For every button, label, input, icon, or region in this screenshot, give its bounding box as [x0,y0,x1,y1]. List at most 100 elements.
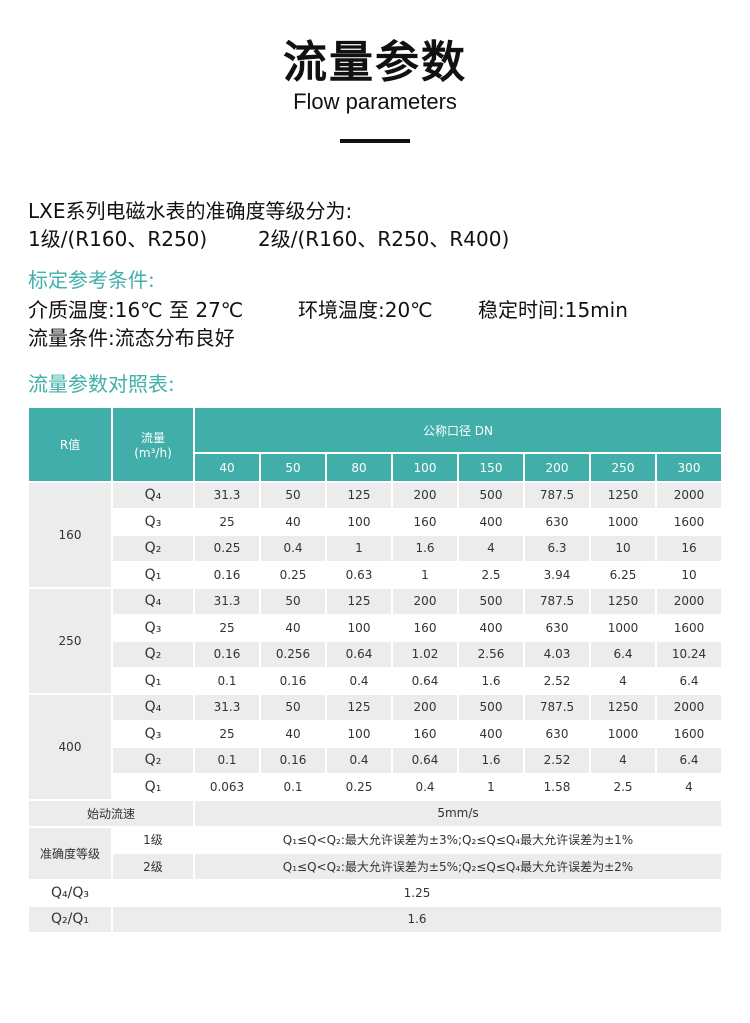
value-cell: 0.16 [261,748,325,773]
dn-150: 150 [459,454,523,481]
value-cell: 6.25 [591,562,655,587]
value-cell: 1.58 [525,774,589,799]
ratio-value: 1.6 [113,907,721,932]
value-cell: 2000 [657,483,721,508]
table-row: 160 Q₄ 31.3 50 125 200 500 787.5 1250 2000 [29,483,721,587]
value-cell: 0.25 [195,536,259,561]
ratio-row: Q₄/Q₃ 1.25 [29,880,721,905]
accuracy-grade: 2级 [113,854,193,879]
value-cell: 0.64 [393,668,457,693]
value-cell: 2000 [657,589,721,614]
value-cell: 16 [657,536,721,561]
table-row: Q₁ 0.063 0.1 0.25 0.4 1 1.58 2.5 4 [29,774,721,799]
value-cell: 0.16 [261,668,325,693]
value-cell: 787.5 [525,589,589,614]
flow-type-cell: Q₃ [113,615,193,640]
accuracy-grade: 1级 [113,827,193,852]
value-cell: 1 [393,562,457,587]
value-cell: 50 [261,695,325,720]
r-value-cell: 160 [29,483,111,587]
page-subtitle: Flow parameters [293,89,457,114]
value-cell: 50 [261,483,325,508]
flow-type-cell: Q₂ [113,642,193,667]
value-cell: 1000 [591,615,655,640]
table-row: Q₁ 0.1 0.16 0.4 0.64 1.6 2.52 4 6.4 [29,668,721,693]
value-cell: 1 [459,774,523,799]
value-cell: 1250 [591,589,655,614]
flow-type-cell: Q₁ [113,668,193,693]
dn-40: 40 [195,454,259,481]
dn-250: 250 [591,454,655,481]
value-cell: 1600 [657,615,721,640]
accuracy-text: Q₁≤Q<Q₂:最大允许误差为±3%;Q₂≤Q≤Q₄最大允许误差为±1% [195,827,721,852]
value-cell: 630 [525,615,589,640]
value-cell: 40 [261,509,325,534]
page-title: 流量参数 [283,37,467,88]
value-cell: 31.3 [195,589,259,614]
ratio-label: Q₄/Q₃ [29,880,111,905]
flow-type-cell: Q₁ [113,562,193,587]
table-row: Q₁ 0.16 0.25 0.63 1 2.5 3.94 6.25 10 [29,562,721,587]
value-cell: 6.4 [591,642,655,667]
flow-type-cell: Q₃ [113,509,193,534]
value-cell: 0.16 [195,562,259,587]
value-cell: 0.4 [393,774,457,799]
table-row: Q₃ 25 40 100 160 400 630 1000 1600 [29,721,721,746]
value-cell: 0.64 [393,748,457,773]
header-r-value: R值 [29,408,111,481]
table-row: 400 Q₄ 31.3 50 125 200 500 787.5 1250 2000 [29,695,721,799]
value-cell: 10.24 [657,642,721,667]
value-cell: 6.3 [525,536,589,561]
value-cell: 25 [195,721,259,746]
value-cell: 0.1 [195,668,259,693]
value-cell: 2.52 [525,668,589,693]
conditions-heading: 标定参考条件: [28,268,155,292]
value-cell: 1.6 [459,748,523,773]
value-cell: 6.4 [657,748,721,773]
medium-temp: 介质温度:16℃ 至 27℃ [28,298,244,322]
value-cell: 40 [261,721,325,746]
dn-300: 300 [657,454,721,481]
value-cell: 787.5 [525,483,589,508]
ratio-value: 1.25 [113,880,721,905]
stable-time: 稳定时间:15min [478,298,628,322]
value-cell: 630 [525,721,589,746]
flow-condition: 流量条件:流态分布良好 [28,326,235,350]
header-row: R值 流量 (m³/h) 公称口径 DN [29,408,721,481]
value-cell: 1250 [591,695,655,720]
grade-1-line: 1级/(R160、R250) [28,227,208,251]
value-cell: 160 [393,721,457,746]
accuracy-text: Q₁≤Q<Q₂:最大允许误差为±5%;Q₂≤Q≤Q₄最大允许误差为±2% [195,854,721,879]
value-cell: 1.6 [459,668,523,693]
value-cell: 40 [261,615,325,640]
flow-parameter-table: R值 流量 (m³/h) 公称口径 DN 40 50 80 100 150 200 250 300 16… [27,406,723,934]
dn-80: 80 [327,454,391,481]
value-cell: 100 [327,721,391,746]
table-row: Q₃ 25 40 100 160 400 630 1000 1600 [29,509,721,534]
value-cell: 4 [657,774,721,799]
value-cell: 2000 [657,695,721,720]
value-cell: 1000 [591,509,655,534]
value-cell: 6.4 [657,668,721,693]
value-cell: 200 [393,589,457,614]
value-cell: 2.5 [459,562,523,587]
value-cell: 125 [327,589,391,614]
value-cell: 100 [327,615,391,640]
value-cell: 500 [459,589,523,614]
intro-line: LXE系列电磁水表的准确度等级分为: [28,199,353,223]
flow-type-cell: Q₁ [113,774,193,799]
value-cell: 0.25 [261,562,325,587]
start-flow-value: 5mm/s [195,801,721,826]
value-cell: 0.256 [261,642,325,667]
header-nominal-diameter: 公称口径 DN [195,408,721,452]
value-cell: 4 [459,536,523,561]
ratio-label: Q₂/Q₁ [29,907,111,932]
ambient-temp: 环境温度:20℃ [298,298,433,322]
value-cell: 0.1 [261,774,325,799]
accuracy-row: 2级 Q₁≤Q<Q₂:最大允许误差为±5%;Q₂≤Q≤Q₄最大允许误差为±2% [29,854,721,879]
value-cell: 0.64 [327,642,391,667]
value-cell: 31.3 [195,483,259,508]
accuracy-row: 准确度等级 1级 Q₁≤Q<Q₂:最大允许误差为±3%;Q₂≤Q≤Q₄最大允许误差为… [29,827,721,879]
start-flow-label: 始动流速 [29,801,193,826]
table-row: Q₂ 0.1 0.16 0.4 0.64 1.6 2.52 4 6.4 [29,748,721,773]
